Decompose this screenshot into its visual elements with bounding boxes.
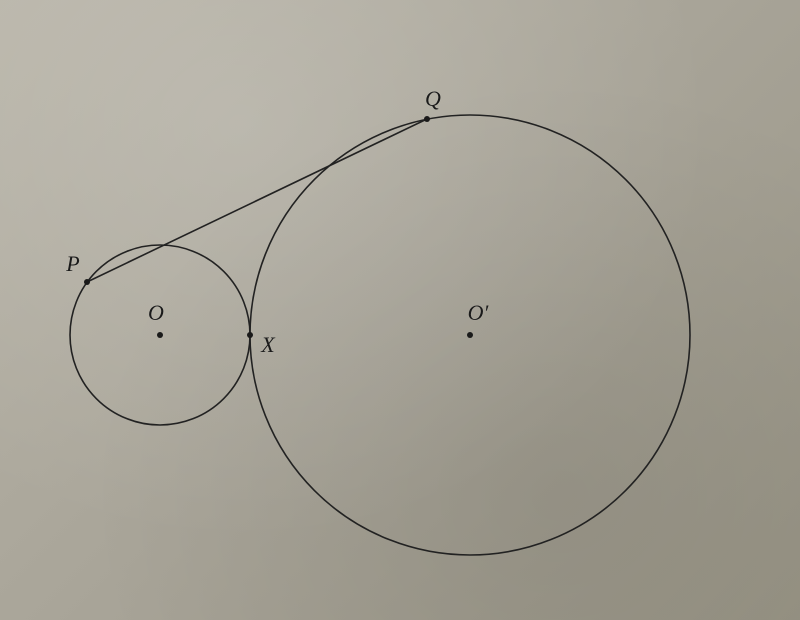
label-x: X (261, 332, 274, 358)
geometry-diagram (0, 0, 800, 620)
label-p: P (66, 251, 79, 277)
point-q-dot (424, 116, 430, 122)
tangent-line-pq (87, 119, 427, 282)
label-q: Q (425, 86, 441, 112)
point-oprime-dot (467, 332, 473, 338)
point-o-dot (157, 332, 163, 338)
label-o: O (148, 300, 164, 326)
point-x-dot (247, 332, 253, 338)
label-oprime: O′ (468, 300, 489, 326)
point-p-dot (84, 279, 90, 285)
